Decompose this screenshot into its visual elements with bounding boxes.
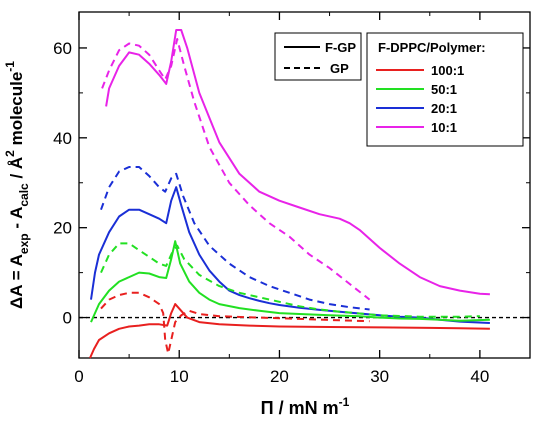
y-axis-title-sub2: calc	[17, 183, 31, 207]
y-axis-title-sub1: exp	[17, 233, 31, 254]
style-legend: F-GP GP	[274, 32, 362, 81]
x-tick-label: 30	[370, 367, 389, 386]
y-axis-title-unit: molecule	[7, 72, 26, 150]
x-tick-label: 40	[470, 367, 489, 386]
y-tick-label: 40	[53, 129, 72, 148]
style-legend-label-fgp: F-GP	[325, 40, 356, 55]
ratio-legend-label-10-1: 10:1	[431, 120, 457, 135]
y-axis-title-prefix: ΔA = A	[7, 254, 26, 309]
y-tick-label: 60	[53, 39, 72, 58]
x-axis-title-text: Π / mN m	[261, 398, 339, 418]
series-line-20-1-gp	[100, 166, 370, 311]
series-line-100-1-f-gp	[89, 303, 490, 359]
x-axis-title-sup: -1	[339, 395, 350, 409]
y-axis-title-sup2: 2	[3, 150, 17, 157]
series-line-100-1-gp	[100, 291, 370, 355]
x-tick-label: 10	[170, 367, 189, 386]
x-axis-title: Π / mN m-1	[261, 395, 350, 418]
style-legend-box	[274, 32, 362, 81]
y-axis-title-after: / Å	[7, 157, 26, 183]
y-tick-label: 0	[63, 309, 72, 328]
y-axis-title-mid: - A	[7, 207, 26, 234]
series-line-50-1-gp	[100, 242, 480, 318]
series-line-10-1-gp	[101, 38, 371, 301]
series-line-50-1-f-gp	[90, 240, 490, 323]
style-legend-label-gp: GP	[330, 61, 349, 76]
ratio-legend-title: F-DPPC/Polymer:	[378, 40, 486, 55]
x-tick-label: 20	[270, 367, 289, 386]
y-axis-title: ΔA = Aexp - Acalc / Å2 molecule-1	[3, 61, 31, 309]
ratio-legend-label-50-1: 50:1	[431, 82, 457, 97]
x-tick-label: 0	[74, 367, 83, 386]
plot-frame	[78, 11, 531, 359]
series-line-20-1-f-gp	[90, 186, 490, 324]
ratio-legend-label-100-1: 100:1	[431, 63, 464, 78]
y-tick-label: 20	[53, 219, 72, 238]
ratio-legend-label-20-1: 20:1	[431, 101, 457, 116]
y-axis-title-sup3: -1	[3, 61, 17, 72]
ratio-legend: F-DPPC/Polymer: 100:1 50:1 20:1 10:1	[366, 32, 524, 147]
series-line-10-1-f-gp	[105, 29, 490, 296]
